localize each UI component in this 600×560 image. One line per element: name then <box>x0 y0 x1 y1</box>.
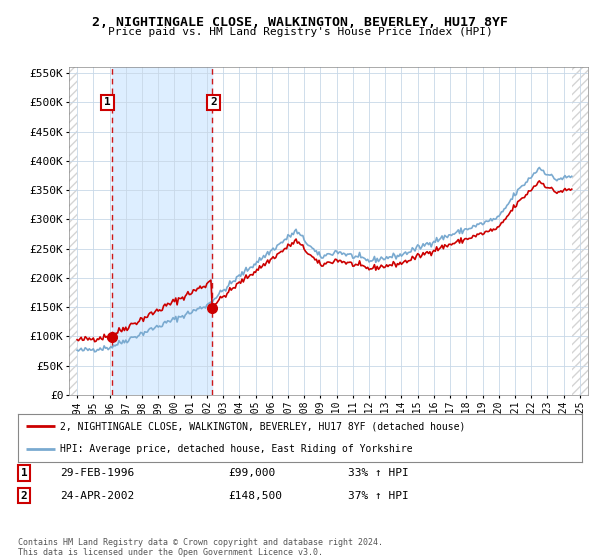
Text: £148,500: £148,500 <box>228 491 282 501</box>
Text: 2, NIGHTINGALE CLOSE, WALKINGTON, BEVERLEY, HU17 8YF: 2, NIGHTINGALE CLOSE, WALKINGTON, BEVERL… <box>92 16 508 29</box>
Text: 2: 2 <box>210 97 217 108</box>
Text: Price paid vs. HM Land Registry's House Price Index (HPI): Price paid vs. HM Land Registry's House … <box>107 27 493 37</box>
Text: 24-APR-2002: 24-APR-2002 <box>60 491 134 501</box>
Text: 1: 1 <box>20 468 28 478</box>
Text: Contains HM Land Registry data © Crown copyright and database right 2024.
This d: Contains HM Land Registry data © Crown c… <box>18 538 383 557</box>
Text: 37% ↑ HPI: 37% ↑ HPI <box>348 491 409 501</box>
Bar <box>112 67 212 395</box>
Text: 29-FEB-1996: 29-FEB-1996 <box>60 468 134 478</box>
Text: 2, NIGHTINGALE CLOSE, WALKINGTON, BEVERLEY, HU17 8YF (detached house): 2, NIGHTINGALE CLOSE, WALKINGTON, BEVERL… <box>60 421 466 431</box>
Text: 33% ↑ HPI: 33% ↑ HPI <box>348 468 409 478</box>
Text: HPI: Average price, detached house, East Riding of Yorkshire: HPI: Average price, detached house, East… <box>60 444 413 454</box>
Text: 1: 1 <box>104 97 111 108</box>
Text: £99,000: £99,000 <box>228 468 275 478</box>
Text: 2: 2 <box>20 491 28 501</box>
